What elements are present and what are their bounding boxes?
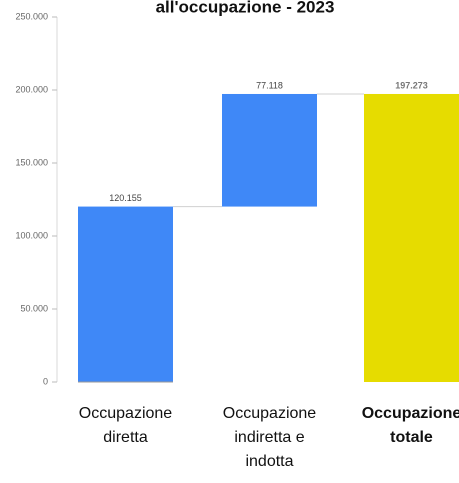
x-tick-label: Occupazione diretta [78, 405, 173, 446]
x-tick-label: Occupazione indiretta e indotta [222, 405, 317, 470]
data-label: 77.118 [256, 80, 283, 90]
y-tick-label: 0 [43, 376, 48, 386]
bar [222, 93, 317, 207]
y-tick-label: 200.000 [15, 84, 48, 94]
bar [364, 93, 459, 383]
x-tick-label: Occupazione totale [361, 405, 459, 446]
y-tick-label: 250.000 [15, 11, 48, 21]
y-tick-label: 150.000 [15, 157, 48, 167]
y-tick-label: 50.000 [20, 303, 48, 313]
data-label: 120.155 [109, 193, 142, 203]
y-tick-label: 100.000 [15, 230, 48, 240]
data-label: 197.273 [395, 80, 428, 90]
chart-title: all'occupazione - 2023 [156, 0, 335, 16]
bar [78, 206, 173, 382]
chart: all'occupazione - 2023 0 50.000 100.000 150… [15, 0, 459, 386]
